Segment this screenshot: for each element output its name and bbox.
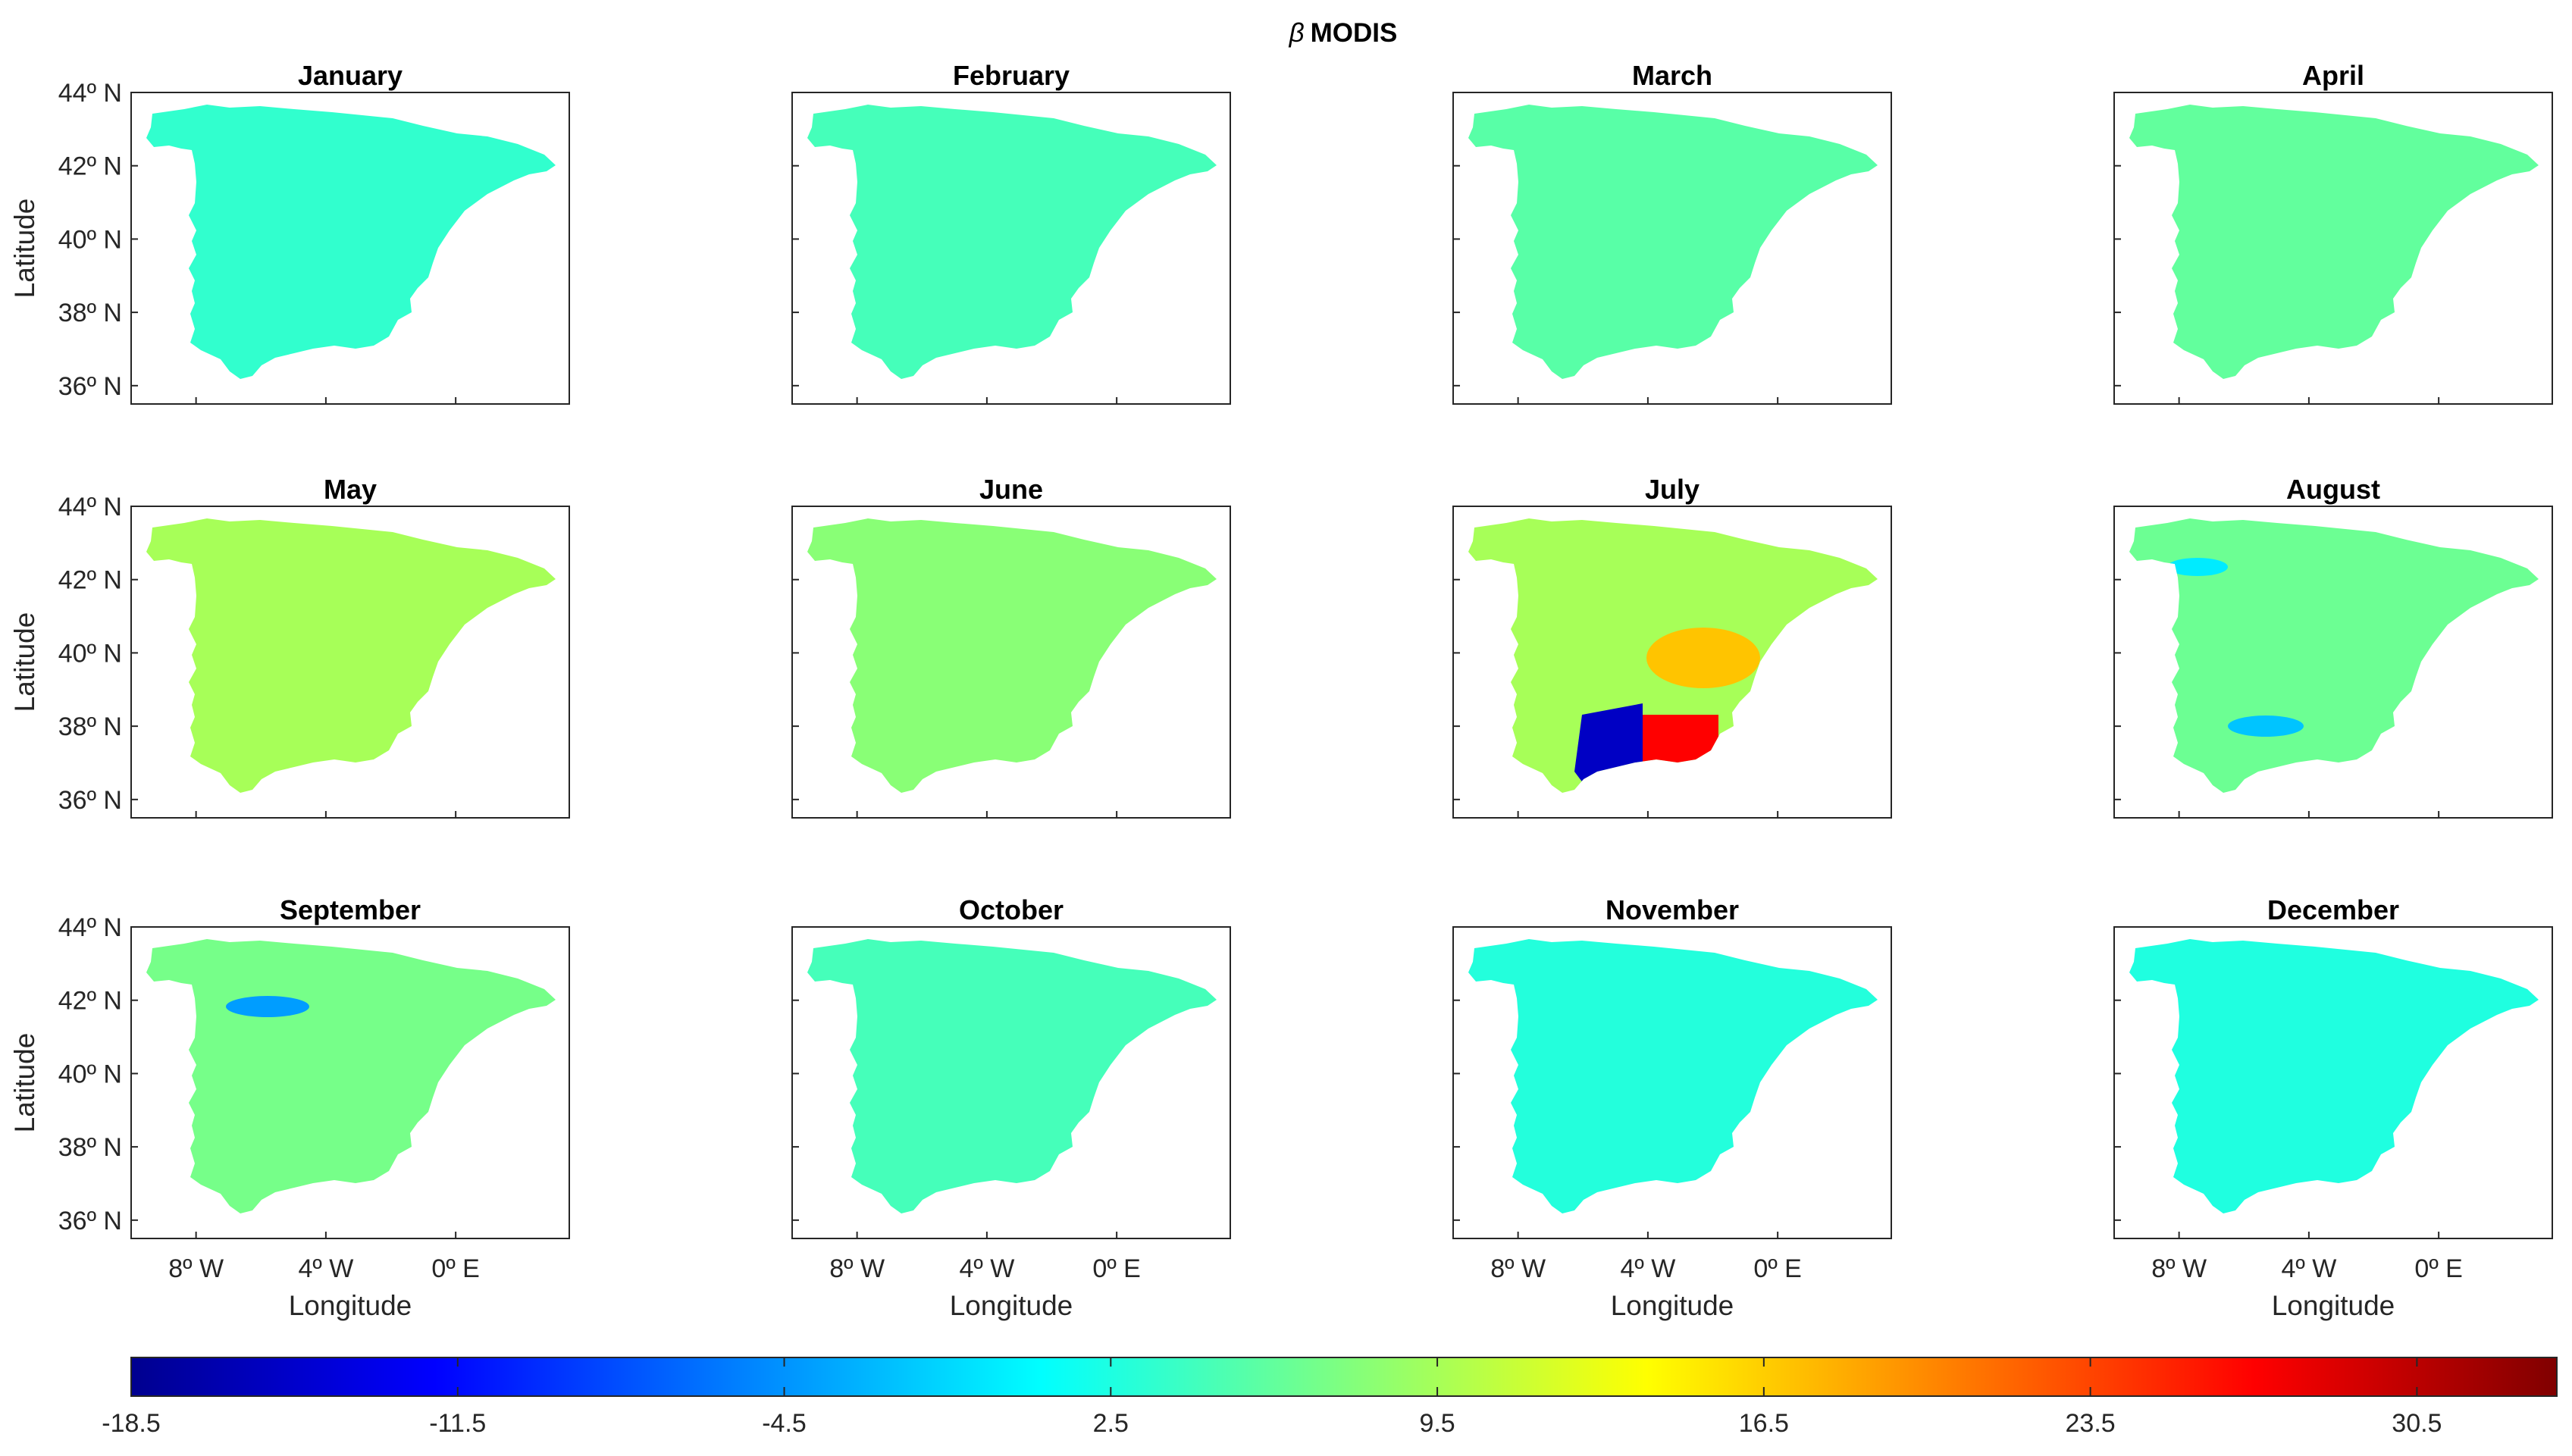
y-tick-label: 42º N bbox=[58, 987, 122, 1016]
coldspot-patch bbox=[2167, 558, 2228, 576]
x-tick-label: 0º E bbox=[431, 1254, 479, 1283]
y-tick-label: 42º N bbox=[58, 566, 122, 595]
colorbar-tick-label: -11.5 bbox=[429, 1409, 486, 1438]
beta-symbol: β bbox=[1289, 18, 1305, 48]
y-axis-label: Latitude bbox=[9, 612, 40, 712]
colorbar-tick-label: 9.5 bbox=[1419, 1409, 1455, 1438]
panel-title: December bbox=[2267, 894, 2399, 925]
y-tick-label: 42º N bbox=[58, 152, 122, 181]
colorbar: -18.5 -11.5 -4.5 2.5 9.5 16.5 23.5 30.5 bbox=[102, 1357, 2558, 1438]
x-tick-label: 4º W bbox=[959, 1254, 1014, 1283]
panel-november: November 8º W 4º W 0º E Longitude bbox=[1452, 894, 1892, 1321]
colorbar-tick-label: -4.5 bbox=[762, 1409, 807, 1438]
y-tick-label: 38º N bbox=[58, 1133, 122, 1162]
y-tick-label: 36º N bbox=[58, 1207, 122, 1235]
y-tick-label: 44º N bbox=[58, 493, 122, 521]
x-tick-label: 8º W bbox=[168, 1254, 224, 1283]
panel-september: September 36º N 38º N 40º N 42º N 44º N Latitu… bbox=[9, 894, 570, 1321]
x-tick-label: 4º W bbox=[1620, 1254, 1675, 1283]
panel-march: March bbox=[1452, 60, 1892, 405]
x-tick-label: 8º W bbox=[829, 1254, 885, 1283]
panel-april: April bbox=[2113, 60, 2553, 405]
x-tick-label: 8º W bbox=[1490, 1254, 1546, 1283]
x-tick-label: 0º E bbox=[1753, 1254, 1801, 1283]
colorbar-tick-label: -18.5 bbox=[102, 1409, 161, 1438]
panel-may: May 36º N 38º N 40º N 42º N 44º N Latitude bbox=[9, 474, 570, 819]
panel-august: August bbox=[2113, 474, 2553, 819]
panel-title: February bbox=[953, 60, 1070, 91]
panel-title: November bbox=[1606, 894, 1739, 925]
colorbar-gradient bbox=[130, 1357, 2558, 1397]
x-tick-label: 0º E bbox=[1092, 1254, 1140, 1283]
panel-july: July bbox=[1452, 474, 1892, 819]
panel-june: June bbox=[791, 474, 1231, 819]
panel-grid: January 36º N 38º N 40º N 42º N 44º N Latitude… bbox=[9, 60, 2553, 1321]
colorbar-ticks: -18.5 -11.5 -4.5 2.5 9.5 16.5 23.5 30.5 bbox=[102, 1357, 2442, 1438]
y-tick-label: 40º N bbox=[58, 1060, 122, 1088]
panel-title: June bbox=[979, 474, 1043, 505]
x-tick-label: 0º E bbox=[2414, 1254, 2462, 1283]
y-tick-label: 36º N bbox=[58, 372, 122, 401]
y-tick-label: 38º N bbox=[58, 299, 122, 327]
y-tick-label: 40º N bbox=[58, 225, 122, 254]
panel-title: September bbox=[280, 894, 421, 925]
y-axis-label: Latitude bbox=[9, 1033, 40, 1133]
y-tick-label: 44º N bbox=[58, 79, 122, 108]
x-axis-label: Longitude bbox=[950, 1290, 1073, 1321]
panel-title: August bbox=[2286, 474, 2380, 505]
colorbar-tick-label: 23.5 bbox=[2066, 1409, 2116, 1438]
panel-title: July bbox=[1645, 474, 1700, 505]
panel-january: January 36º N 38º N 40º N 42º N 44º N Latitude bbox=[9, 60, 570, 405]
x-axis-label: Longitude bbox=[2272, 1290, 2395, 1321]
colorbar-tick-label: 16.5 bbox=[1739, 1409, 1789, 1438]
panel-october: October 8º W 4º W 0º E Longitude bbox=[791, 894, 1231, 1321]
coldspot-patch bbox=[2228, 715, 2304, 737]
y-tick-label: 40º N bbox=[58, 639, 122, 668]
coldspot-patch bbox=[226, 996, 309, 1017]
y-tick-label: 44º N bbox=[58, 913, 122, 942]
x-tick-label: 4º W bbox=[2281, 1254, 2336, 1283]
x-tick-label: 8º W bbox=[2151, 1254, 2207, 1283]
y-tick-label: 38º N bbox=[58, 712, 122, 741]
y-axis-label: Latitude bbox=[9, 199, 40, 299]
panel-february: February bbox=[791, 60, 1231, 405]
colorbar-tick-label: 30.5 bbox=[2392, 1409, 2442, 1438]
figure-title: β MODIS bbox=[1289, 18, 1398, 48]
x-axis-label: Longitude bbox=[1611, 1290, 1734, 1321]
panel-title: January bbox=[298, 60, 403, 91]
warm-patch bbox=[1646, 628, 1760, 688]
y-tick-label: 36º N bbox=[58, 786, 122, 815]
panel-december: December 8º W 4º W 0º E Longitude bbox=[2113, 894, 2553, 1321]
x-tick-label: 4º W bbox=[298, 1254, 353, 1283]
colorbar-tick-label: 2.5 bbox=[1093, 1409, 1129, 1438]
panel-title: October bbox=[959, 894, 1064, 925]
panel-title: May bbox=[324, 474, 377, 505]
panel-title: March bbox=[1632, 60, 1712, 91]
panel-title: April bbox=[2302, 60, 2364, 91]
x-axis-label: Longitude bbox=[289, 1290, 412, 1321]
